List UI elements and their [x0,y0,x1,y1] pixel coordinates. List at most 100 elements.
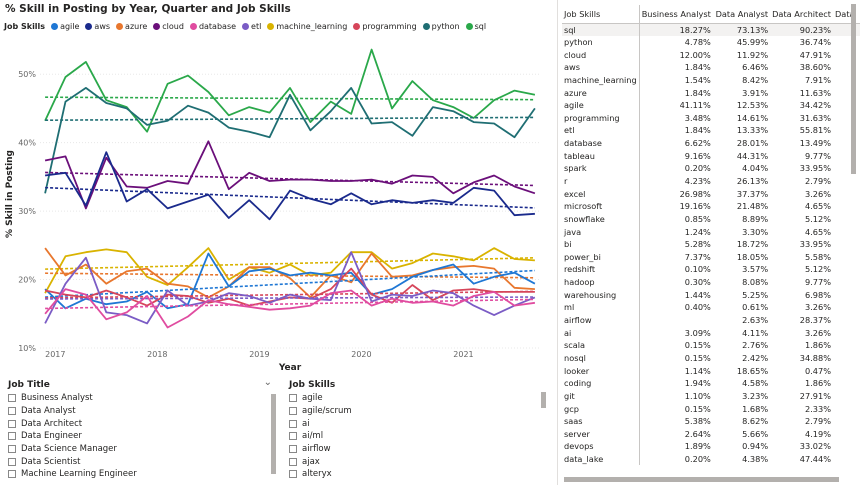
cell-data-architect: 2.33% [804,403,831,414]
table-row[interactable]: database 6.62% 28.01% 13.49% [562,136,860,150]
cell-job-skill: devops [564,441,594,452]
job-title-option[interactable]: Data Architect [8,417,274,430]
cell-business-analyst: 5.38% [638,414,713,428]
table-row[interactable]: ai 3.09% 4.11% 3.26% [562,326,860,340]
job-skill-option[interactable]: alteryx [289,468,545,481]
table-row[interactable]: excel 26.98% 37.37% 3.26% [562,187,860,200]
table-row[interactable]: looker 1.14% 18.65% 0.47% [562,364,860,377]
table-horizontal-scrollbar[interactable] [564,477,839,482]
table-row[interactable]: nosql 0.15% 2.42% 34.88% [562,351,860,365]
checkbox[interactable] [289,432,297,441]
checkbox[interactable] [289,407,297,416]
table-row[interactable]: power_bi 7.37% 18.05% 5.58% [562,250,860,264]
legend-item-sql[interactable]: sql [465,22,486,31]
table-row[interactable]: redshift 0.10% 3.57% 5.12% [562,263,860,276]
table-row[interactable]: programming 3.48% 14.61% 31.63% [562,111,860,125]
cell-data-architect: 28.37% [799,315,831,326]
cell-data-architect: 2.79% [804,416,831,427]
legend-item-agile[interactable]: agile [51,22,79,31]
table-row[interactable]: machine_learning 1.54% 8.42% 7.91% [562,73,860,87]
table-row[interactable]: snowflake 0.85% 8.89% 5.12% [562,212,860,226]
job-title-option[interactable]: Business Analyst [8,392,274,405]
chevron-down-icon[interactable]: ⌄ [263,377,272,388]
cell-business-analyst: 1.84% [638,60,713,74]
checkbox[interactable] [289,470,297,479]
legend-dot-icon [85,23,93,30]
table-row[interactable]: gcp 0.15% 1.68% 2.33% [562,402,860,415]
table-row[interactable]: airflow 2.63% 28.37% [562,313,860,327]
job-skill-option[interactable]: ai/ml [289,430,545,443]
skills-matrix-table-visual: Job Skills Business Analyst Data Analyst… [557,0,860,485]
table-row[interactable]: coding 1.94% 4.58% 1.86% [562,376,860,390]
job-skill-option[interactable]: airflow [289,443,545,456]
table-row[interactable]: sql 18.27% 73.13% 90.23% [562,23,860,36]
table-row[interactable]: scala 0.15% 2.76% 1.86% [562,339,860,352]
checkbox[interactable] [8,432,16,441]
legend-item-programming[interactable]: programming [353,22,417,31]
checkbox[interactable] [289,419,297,428]
table-row[interactable]: azure 1.84% 3.91% 11.63% [562,86,860,99]
table-row[interactable]: tableau 9.16% 44.31% 9.77% [562,149,860,163]
cell-data-analyst: 18.05% [736,251,769,262]
job-skills-scrollbar[interactable] [541,392,546,408]
checkbox[interactable] [8,419,16,428]
table-row[interactable]: aws 1.84% 6.46% 38.60% [562,60,860,74]
table-row[interactable]: python 4.78% 45.99% 36.74% [562,35,860,49]
job-skill-option[interactable]: agile/scrum [289,405,545,418]
checkbox[interactable] [8,394,16,403]
table-row[interactable]: cloud 12.00% 11.92% 47.91% [562,48,860,61]
legend-item-python[interactable]: python [422,22,460,31]
job-title-option-label: Machine Learning Engineer [21,469,137,480]
job-title-option[interactable]: Data Science Manager [8,443,274,456]
cell-business-analyst: 0.15% [638,339,713,352]
job-title-option[interactable]: Data Analyst [8,405,274,418]
column-header-data-architect[interactable]: Data Architect [770,5,833,24]
table-row[interactable]: devops 1.89% 0.94% 33.02% [562,440,860,453]
job-title-option[interactable]: Machine Learning Engineer [8,468,274,481]
table-vertical-scrollbar[interactable] [851,4,856,174]
job-skill-option[interactable]: ajax [289,455,545,468]
table-row[interactable]: warehousing 1.44% 5.25% 6.98% [562,288,860,302]
legend-item-cloud[interactable]: cloud [153,22,184,31]
table-row[interactable]: agile 41.11% 12.53% 34.42% [562,98,860,112]
table-row[interactable]: java 1.24% 3.30% 4.65% [562,225,860,238]
column-header-job-skills[interactable]: Job Skills [562,5,640,24]
checkbox[interactable] [8,457,16,466]
table-row[interactable]: spark 0.20% 4.04% 33.95% [562,162,860,175]
table-row[interactable]: hadoop 0.30% 8.08% 9.77% [562,275,860,289]
table-row[interactable]: data_lake 0.20% 4.38% 47.44% [562,452,860,466]
cell-data-architect: 31.63% [799,112,831,123]
checkbox[interactable] [289,394,297,403]
table-row[interactable]: bi 5.28% 18.72% 33.95% [562,237,860,251]
column-header-data-analyst[interactable]: Data Analyst [712,5,771,24]
table-row[interactable]: etl 1.84% 13.33% 55.81% [562,124,860,137]
cell-data-analyst: 73.13% [712,23,771,36]
legend-item-aws[interactable]: aws [85,22,110,31]
legend-item-machine_learning[interactable]: machine_learning [267,22,347,31]
table-row[interactable]: ml 0.40% 0.61% 3.26% [562,301,860,314]
checkbox[interactable] [289,445,297,454]
job-skill-option[interactable]: agile [289,392,545,405]
job-title-option[interactable]: Data Engineer [8,430,274,443]
checkbox[interactable] [8,470,16,479]
cell-data-truncated [833,301,860,314]
table-row[interactable]: server 2.64% 5.66% 4.19% [562,427,860,441]
cell-data-architect: 33.95% [799,163,831,174]
checkbox[interactable] [8,445,16,454]
legend-item-azure[interactable]: azure [116,22,147,31]
job-skill-option[interactable]: ai [289,417,545,430]
cell-data-analyst: 28.01% [736,138,769,149]
column-header-business-analyst[interactable]: Business Analyst [638,5,713,24]
job-title-option[interactable]: Data Scientist [8,455,274,468]
legend-item-database[interactable]: database [189,22,236,31]
table-row[interactable]: microsoft 19.16% 21.48% 4.65% [562,199,860,213]
cell-data-analyst: 3.30% [742,226,769,237]
checkbox[interactable] [8,407,16,416]
table-row[interactable]: saas 5.38% 8.62% 2.79% [562,414,860,428]
job-title-scrollbar[interactable] [271,394,276,474]
table-row[interactable]: git 1.10% 3.23% 27.91% [562,389,860,403]
job-title-option-label: Business Analyst [21,393,93,404]
checkbox[interactable] [289,457,297,466]
table-row[interactable]: r 4.23% 26.13% 2.79% [562,174,860,188]
legend-item-etl[interactable]: etl [242,22,261,31]
